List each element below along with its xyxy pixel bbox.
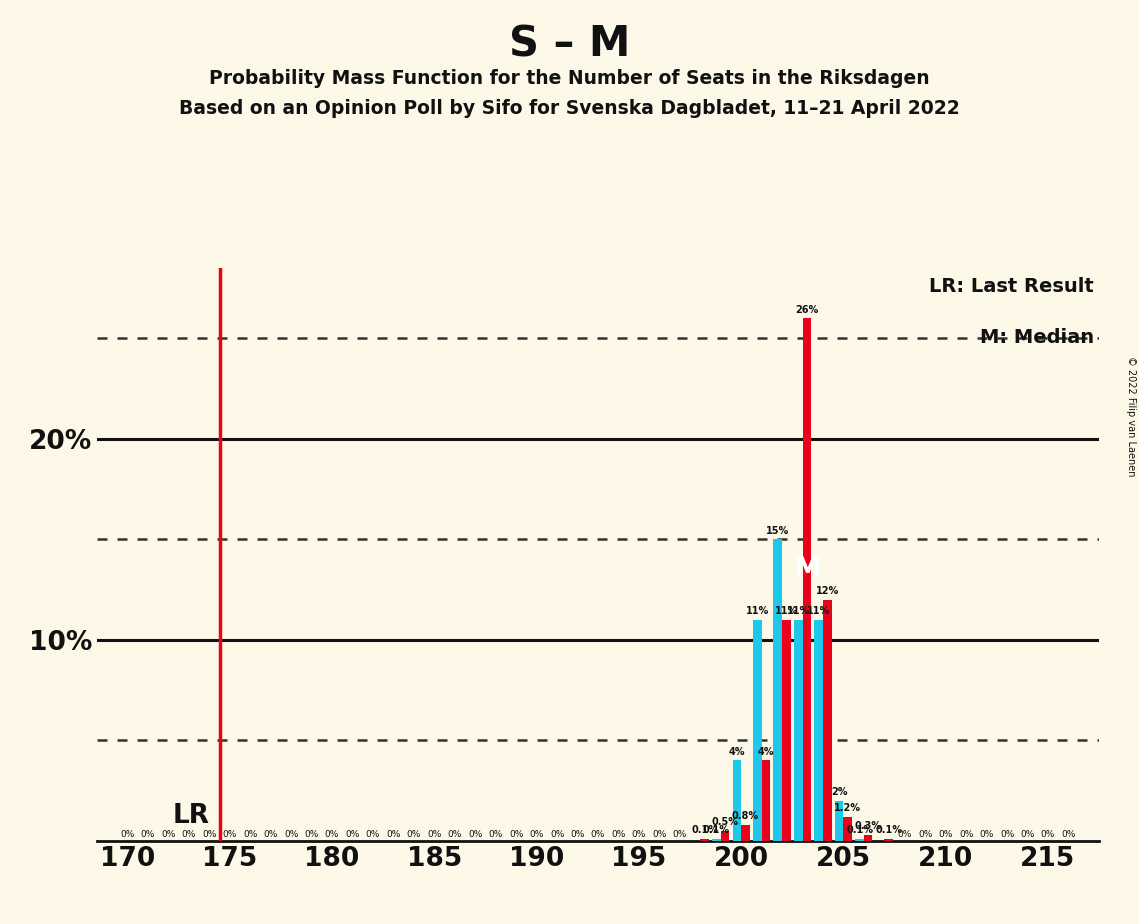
Bar — [721, 831, 729, 841]
Text: 0%: 0% — [673, 831, 687, 839]
Text: 0%: 0% — [591, 831, 605, 839]
Bar — [835, 800, 844, 841]
Text: 0%: 0% — [304, 831, 319, 839]
Bar — [782, 620, 790, 841]
Bar — [863, 834, 872, 841]
Text: M: Median: M: Median — [980, 328, 1095, 347]
Text: Based on an Opinion Poll by Sifo for Svenska Dagbladet, 11–21 April 2022: Based on an Opinion Poll by Sifo for Sve… — [179, 99, 960, 118]
Text: 26%: 26% — [795, 305, 819, 314]
Text: 0.1%: 0.1% — [846, 825, 874, 835]
Bar — [753, 620, 762, 841]
Bar — [844, 817, 852, 841]
Bar — [773, 540, 782, 841]
Text: 0%: 0% — [632, 831, 646, 839]
Text: 0%: 0% — [509, 831, 523, 839]
Text: 0%: 0% — [202, 831, 216, 839]
Text: 0%: 0% — [939, 831, 953, 839]
Text: 0%: 0% — [571, 831, 584, 839]
Bar — [794, 620, 803, 841]
Text: 0%: 0% — [550, 831, 564, 839]
Text: S – M: S – M — [509, 23, 630, 65]
Text: 0%: 0% — [1021, 831, 1034, 839]
Text: 0%: 0% — [263, 831, 278, 839]
Text: LR: Last Result: LR: Last Result — [929, 276, 1095, 296]
Text: 11%: 11% — [808, 606, 830, 616]
Text: 0%: 0% — [1000, 831, 1014, 839]
Text: 0%: 0% — [284, 831, 298, 839]
Text: 15%: 15% — [767, 526, 789, 536]
Text: 0%: 0% — [366, 831, 380, 839]
Text: 0%: 0% — [222, 831, 237, 839]
Text: 0%: 0% — [407, 831, 421, 839]
Bar — [884, 839, 893, 841]
Text: 0%: 0% — [141, 831, 155, 839]
Text: 0%: 0% — [345, 831, 360, 839]
Text: 0%: 0% — [612, 831, 625, 839]
Text: 0%: 0% — [898, 831, 912, 839]
Text: 4%: 4% — [729, 747, 745, 757]
Text: 0%: 0% — [530, 831, 543, 839]
Text: 1.2%: 1.2% — [834, 803, 861, 813]
Text: © 2022 Filip van Laenen: © 2022 Filip van Laenen — [1126, 356, 1136, 476]
Text: 11%: 11% — [775, 606, 798, 616]
Text: 0%: 0% — [489, 831, 503, 839]
Text: 11%: 11% — [787, 606, 810, 616]
Text: 0%: 0% — [243, 831, 257, 839]
Text: 0%: 0% — [162, 831, 175, 839]
Text: 0%: 0% — [653, 831, 666, 839]
Bar — [700, 839, 708, 841]
Text: 0%: 0% — [980, 831, 994, 839]
Text: 0%: 0% — [468, 831, 483, 839]
Text: 0%: 0% — [121, 831, 134, 839]
Bar — [732, 760, 741, 841]
Text: 0%: 0% — [918, 831, 933, 839]
Bar — [814, 620, 823, 841]
Text: 0.1%: 0.1% — [875, 825, 902, 835]
Bar — [855, 839, 863, 841]
Text: 0%: 0% — [427, 831, 442, 839]
Text: 0.5%: 0.5% — [712, 817, 738, 827]
Text: Probability Mass Function for the Number of Seats in the Riksdagen: Probability Mass Function for the Number… — [210, 69, 929, 89]
Text: LR: LR — [172, 803, 210, 829]
Text: 0%: 0% — [959, 831, 974, 839]
Text: 2%: 2% — [830, 787, 847, 797]
Bar — [712, 839, 721, 841]
Text: 0.3%: 0.3% — [854, 821, 882, 832]
Text: 0.1%: 0.1% — [691, 825, 718, 835]
Text: 12%: 12% — [816, 586, 839, 596]
Text: 4%: 4% — [757, 747, 775, 757]
Text: M: M — [793, 555, 820, 583]
Text: 0%: 0% — [1041, 831, 1055, 839]
Bar — [823, 600, 831, 841]
Text: 0%: 0% — [448, 831, 462, 839]
Text: 0.1%: 0.1% — [703, 825, 730, 835]
Text: 0%: 0% — [1062, 831, 1075, 839]
Text: 0%: 0% — [325, 831, 339, 839]
Bar — [741, 825, 749, 841]
Text: 0%: 0% — [182, 831, 196, 839]
Text: 0%: 0% — [386, 831, 401, 839]
Text: 11%: 11% — [746, 606, 769, 616]
Bar — [803, 318, 811, 841]
Text: 0.8%: 0.8% — [732, 811, 759, 821]
Bar — [762, 760, 770, 841]
